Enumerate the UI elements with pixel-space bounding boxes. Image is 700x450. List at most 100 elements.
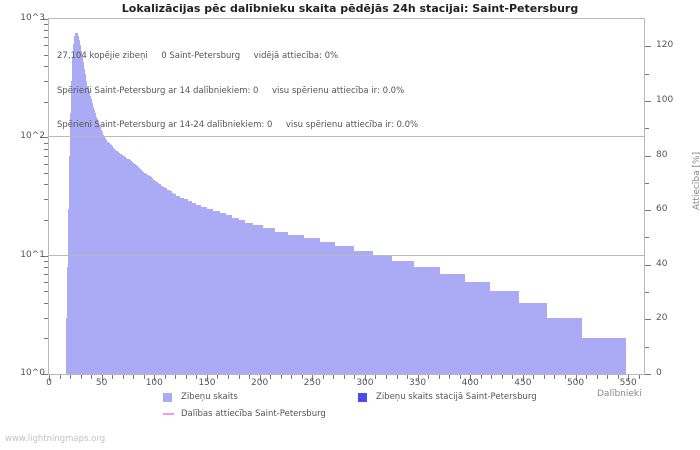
y-axis-left-minor-tickmark [44,338,48,340]
bar [480,281,484,374]
bar [183,199,186,374]
bar [262,228,266,374]
bar [66,267,69,374]
x-axis-minor-tickmark [375,375,377,379]
bar [142,171,145,374]
x-axis-tick-label: 550 [619,378,637,388]
bar [307,238,311,374]
y-axis-left-minor-tickmark [44,261,48,263]
legend-item[interactable]: Dalības attiecība Saint-Petersburg [163,409,326,419]
bar [278,231,282,374]
bar [255,225,258,374]
bar [303,238,307,374]
bar [107,142,110,374]
bar [493,291,497,374]
bar [395,261,399,374]
bar [129,160,131,374]
x-axis-minor-tickmark [270,375,272,379]
bar [509,291,513,374]
legend-item-label: Zibeņu skaits [181,392,238,402]
y-axis-right-tickmark [645,374,651,375]
legend-square-swatch-icon [163,392,172,402]
bar [354,250,358,374]
bar [452,274,456,374]
x-axis-tickmark [259,375,261,381]
x-axis-minor-tickmark [280,375,282,379]
x-axis-minor-tickmark [133,375,135,379]
bar [123,156,126,374]
y-axis-left-tick-label: 10^0 [20,368,45,378]
gridline [49,254,644,256]
bar [211,208,214,374]
bar [525,302,529,374]
bar [139,169,142,374]
x-axis-tickmark [206,375,208,381]
x-axis-minor-tickmark [385,375,387,379]
bar [515,291,519,374]
bar [73,43,75,374]
bar [86,86,89,374]
annotation-line-3: Spērieni Saint-Petersburg ar 14-24 dalīb… [57,120,419,130]
bar [202,206,205,374]
bar [79,45,82,374]
bar [322,242,326,374]
bar [281,231,285,374]
bar [190,200,193,374]
bar [74,35,76,374]
bar [240,220,243,374]
bar [115,150,117,374]
bar [77,35,80,374]
x-axis-tick-label: 50 [95,378,108,388]
y-axis-left-minor-tickmark [44,155,48,157]
bar [319,242,323,374]
bar [483,281,488,374]
bar [291,234,295,374]
bar [288,234,292,374]
y-axis-right-tick-label: 60 [656,204,668,215]
x-axis-tick-label: 300 [356,378,374,388]
annotation-line-1: 27,104 kopējie zibeņi 0 Saint-Petersburg… [57,51,339,61]
y-axis-left-minor-tickmark [44,184,48,186]
x-axis-minor-tickmark [164,375,166,379]
x-axis-minor-tickmark [607,375,609,379]
bar [449,274,453,374]
legend-item[interactable]: Zibeņu skaits stacijā Saint-Petersburg [358,392,537,402]
bar [169,191,171,374]
bar [521,302,525,374]
x-axis-minor-tickmark [533,375,535,379]
x-axis-minor-tickmark [228,375,230,379]
y-axis-left-minor-tickmark [44,101,48,103]
bar [173,194,175,374]
bar [150,177,152,374]
bar [153,179,155,374]
bar [209,208,212,374]
bars-layer [49,19,644,374]
bar [155,181,157,374]
legend-item[interactable]: Zibeņu skaits [163,392,238,402]
bar [96,119,98,374]
bar [219,212,222,374]
y-axis-right-label: Attiecība [%] [692,151,700,211]
bar [90,99,92,374]
y-axis-right-minor-tickmark [645,346,649,348]
x-axis-minor-tickmark [70,375,72,379]
y-axis-right-minor-tickmark [645,73,649,75]
bar [502,291,507,374]
bar [160,185,163,374]
bar [120,154,123,374]
x-axis-tickmark [470,375,472,381]
x-axis-minor-tickmark [301,375,303,379]
bar [109,143,111,374]
bar [104,138,107,374]
y-axis-right-tickmark [645,210,651,212]
x-axis-minor-tickmark [217,375,219,379]
x-axis-minor-tickmark [586,375,588,379]
x-axis-tickmark [364,375,366,381]
bar [325,242,330,374]
x-axis-minor-tickmark [638,375,640,379]
bar [122,155,125,374]
bar [135,165,137,374]
bar [102,134,105,374]
bar [236,217,239,374]
bar [232,217,235,374]
